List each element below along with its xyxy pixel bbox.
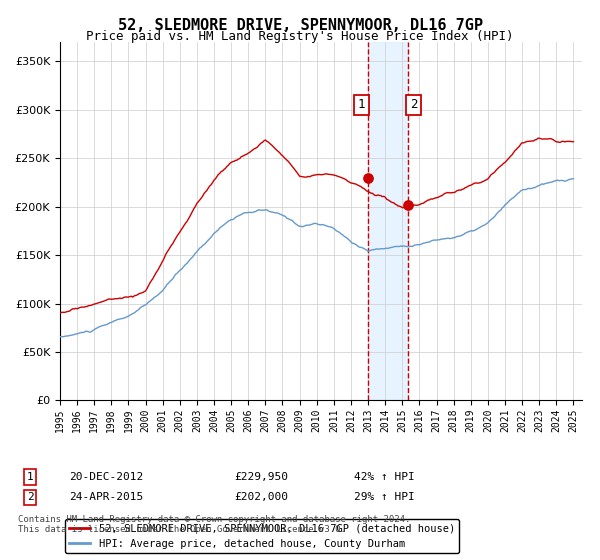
Text: 52, SLEDMORE DRIVE, SPENNYMOOR, DL16 7GP: 52, SLEDMORE DRIVE, SPENNYMOOR, DL16 7GP bbox=[118, 18, 482, 33]
Text: 20-DEC-2012: 20-DEC-2012 bbox=[69, 472, 143, 482]
Legend: 52, SLEDMORE DRIVE, SPENNYMOOR, DL16 7GP (detached house), HPI: Average price, d: 52, SLEDMORE DRIVE, SPENNYMOOR, DL16 7GP… bbox=[65, 519, 459, 553]
Text: Price paid vs. HM Land Registry's House Price Index (HPI): Price paid vs. HM Land Registry's House … bbox=[86, 30, 514, 43]
Text: 2: 2 bbox=[26, 492, 34, 502]
Point bbox=[363, 173, 373, 182]
Text: 1: 1 bbox=[26, 472, 34, 482]
Text: 42% ↑ HPI: 42% ↑ HPI bbox=[354, 472, 415, 482]
Text: This data is licensed under the Open Government Licence v3.0.: This data is licensed under the Open Gov… bbox=[18, 525, 346, 534]
Bar bbox=[368, 42, 407, 400]
Text: Contains HM Land Registry data © Crown copyright and database right 2024.: Contains HM Land Registry data © Crown c… bbox=[18, 515, 410, 524]
Text: 29% ↑ HPI: 29% ↑ HPI bbox=[354, 492, 415, 502]
Text: 1: 1 bbox=[358, 99, 365, 111]
Text: £202,000: £202,000 bbox=[234, 492, 288, 502]
Text: £229,950: £229,950 bbox=[234, 472, 288, 482]
Text: 24-APR-2015: 24-APR-2015 bbox=[69, 492, 143, 502]
Point bbox=[403, 200, 412, 209]
Text: 2: 2 bbox=[410, 99, 418, 111]
